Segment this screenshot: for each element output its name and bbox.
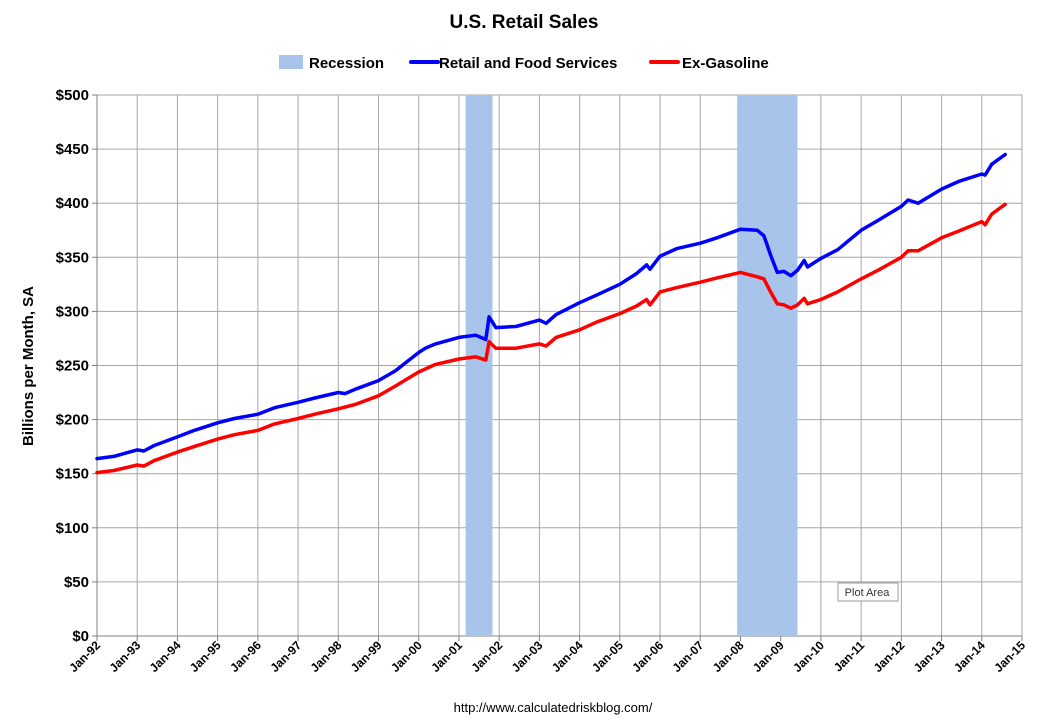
x-tick-label: Jan-94 (147, 638, 184, 675)
y-tick-label: $300 (56, 303, 89, 320)
x-tick-label: Jan-96 (227, 638, 264, 675)
x-tick-label: Jan-01 (428, 638, 465, 675)
y-tick-label: $250 (56, 358, 89, 375)
y-tick-label: $0 (72, 628, 89, 645)
chart-title: U.S. Retail Sales (450, 12, 599, 33)
x-tick-label: Jan-93 (107, 638, 144, 675)
series-lines (95, 152, 1007, 475)
legend-label: Ex-Gasoline (682, 55, 769, 72)
plot-area-tooltip-label: Plot Area (845, 587, 891, 599)
x-tick-label: Jan-98 (308, 638, 345, 675)
y-tick-label: $450 (56, 141, 89, 158)
y-tick-label: $150 (56, 466, 89, 483)
y-tick-label: $350 (56, 249, 89, 266)
x-tick-label: Jan-03 (509, 638, 546, 675)
x-tick-label: Jan-09 (750, 638, 787, 675)
y-tick-label: $500 (56, 87, 89, 104)
series-line-ex-gasoline (95, 202, 1007, 475)
series-line-retail-and-food-services (95, 152, 1007, 461)
recession-band (737, 95, 798, 636)
x-tick-label: Jan-05 (589, 638, 626, 675)
source-url: http://www.calculatedriskblog.com/ (454, 700, 653, 715)
recession-bands (465, 95, 798, 636)
x-tick-label: Jan-07 (670, 638, 707, 675)
x-tick-label: Jan-97 (267, 638, 304, 675)
x-tick-label: Jan-13 (911, 638, 948, 675)
x-tick-label: Jan-10 (790, 638, 827, 675)
x-axis-ticks: Jan-92 Jan-93 Jan-94 Jan-95 Jan-96 Jan-97 Jan-… (66, 636, 1028, 675)
y-tick-label: $50 (64, 574, 89, 591)
y-axis-ticks: $0 $50 $100 $150 $200 $250 $300 $350 $400 $450 $50… (56, 87, 97, 645)
y-tick-label: $200 (56, 412, 89, 429)
legend-label: Retail and Food Services (439, 55, 617, 72)
x-tick-label: Jan-11 (831, 638, 868, 675)
x-tick-label: Jan-06 (629, 638, 666, 675)
x-tick-label: Jan-04 (549, 638, 586, 675)
chart-legend: Recession Retail and Food Services Ex-Gaso… (279, 55, 769, 72)
plot-area-tooltip: Plot Area (837, 582, 899, 602)
x-tick-label: Jan-95 (187, 638, 224, 675)
recession-band (465, 95, 493, 636)
y-tick-label: $100 (56, 520, 89, 537)
x-tick-label: Jan-15 (991, 638, 1028, 675)
legend-label: Recession (309, 55, 384, 72)
legend-swatch-recession (279, 55, 303, 69)
x-tick-label: Jan-02 (469, 638, 506, 675)
gridlines (96, 94, 1023, 637)
x-tick-label: Jan-00 (388, 638, 425, 675)
y-axis-label: Billions per Month, SA (20, 286, 37, 446)
x-tick-label: Jan-08 (710, 638, 747, 675)
x-tick-label: Jan-99 (348, 638, 385, 675)
y-tick-label: $400 (56, 195, 89, 212)
x-tick-label: Jan-14 (951, 638, 988, 675)
x-tick-label: Jan-12 (871, 638, 908, 675)
